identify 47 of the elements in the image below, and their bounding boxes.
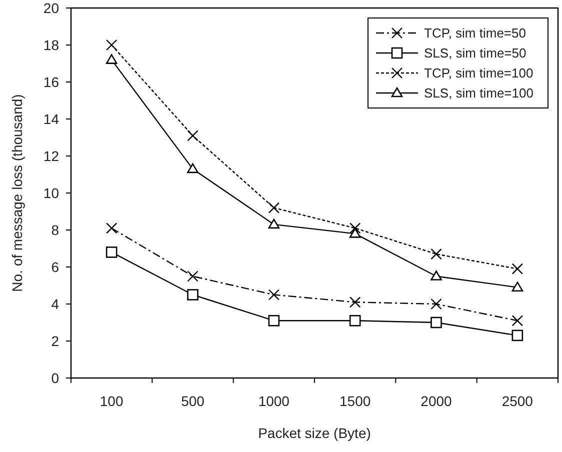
legend-label: TCP, sim time=50 xyxy=(424,26,526,41)
point xyxy=(349,222,361,234)
y-tick-label: 4 xyxy=(51,296,60,312)
x-tick-label: 2000 xyxy=(420,393,452,409)
point xyxy=(106,222,118,234)
point xyxy=(349,315,361,326)
y-tick-label: 20 xyxy=(43,0,60,16)
point xyxy=(268,218,280,229)
point xyxy=(430,316,442,328)
point xyxy=(512,315,524,326)
point xyxy=(268,289,280,300)
x-tick-label: 500 xyxy=(181,393,205,409)
point xyxy=(430,248,442,260)
point xyxy=(268,202,280,214)
point xyxy=(349,296,361,308)
y-tick-label: 12 xyxy=(43,148,60,164)
legend-label: SLS, sim time=100 xyxy=(424,86,534,101)
point xyxy=(430,298,442,310)
y-tick-label: 14 xyxy=(43,110,60,127)
y-tick-label: 0 xyxy=(51,370,60,386)
point xyxy=(106,246,118,258)
y-tick-label: 8 xyxy=(51,222,60,238)
point xyxy=(512,263,524,274)
point xyxy=(430,270,442,280)
point xyxy=(512,330,524,342)
x-tick-label: 100 xyxy=(100,393,124,409)
y-tick-label: 2 xyxy=(51,332,60,349)
y-axis-title: No. of message loss (thousand) xyxy=(9,94,25,292)
legend-label: SLS, sim time=50 xyxy=(424,46,526,61)
point xyxy=(187,289,198,300)
y-tick-label: 6 xyxy=(51,258,60,275)
point xyxy=(187,270,198,282)
point xyxy=(512,282,524,292)
y-tick-label: 10 xyxy=(43,184,60,201)
point xyxy=(106,39,118,51)
x-tick-label: 1500 xyxy=(340,393,371,409)
x-tick-label: 1000 xyxy=(258,393,290,409)
point xyxy=(106,54,118,64)
point xyxy=(187,163,198,174)
y-tick-label: 18 xyxy=(43,36,60,53)
y-tick-label: 16 xyxy=(43,74,60,90)
x-axis-title: Packet size (Byte) xyxy=(258,425,371,441)
legend-label: TCP, sim time=100 xyxy=(424,66,534,81)
x-tick-label: 2500 xyxy=(502,393,534,409)
point xyxy=(349,228,361,238)
point xyxy=(187,130,198,142)
point xyxy=(268,315,280,326)
